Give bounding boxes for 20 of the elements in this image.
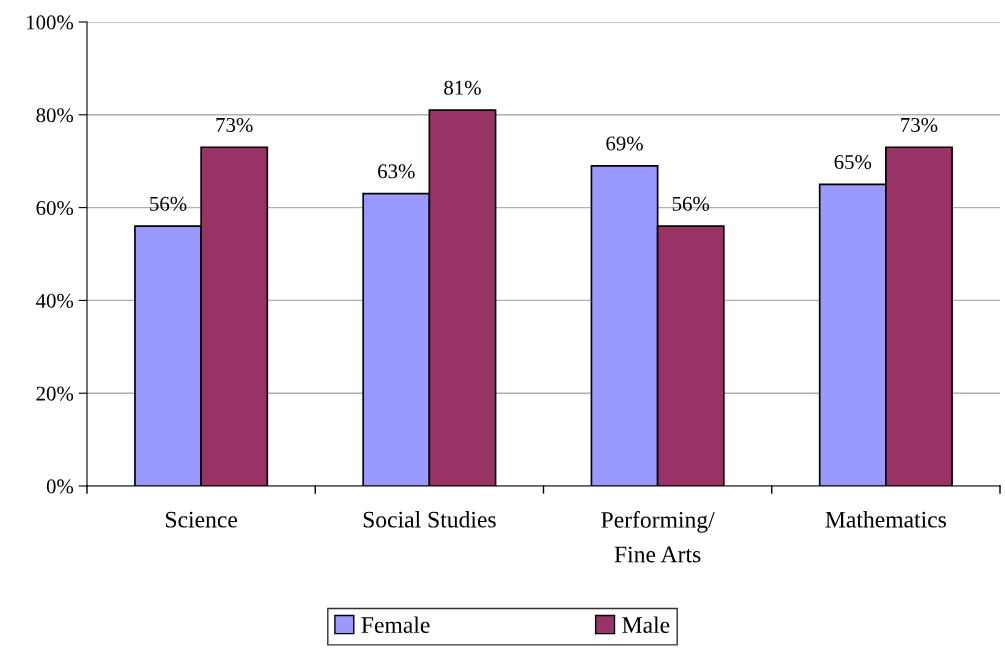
data-label: 63%: [378, 164, 415, 179]
data-label: 56%: [150, 196, 187, 211]
y-tick-label: 0%: [46, 479, 74, 494]
data-label: 65%: [834, 155, 872, 170]
x-tick-label: Social Studies: [363, 511, 496, 528]
x-tick-label: Science: [165, 511, 238, 528]
x-tick-label: Mathematics: [825, 511, 946, 528]
data-label: 56%: [672, 196, 710, 211]
legend-label: Female: [361, 616, 430, 634]
data-label: 73%: [216, 117, 253, 133]
y-tick-label: 100%: [27, 15, 74, 30]
data-label: 69%: [606, 136, 643, 151]
data-label: 81%: [444, 80, 481, 95]
data-label: 73%: [901, 117, 938, 133]
y-tick-label: 20%: [36, 386, 74, 401]
y-tick-label: 60%: [36, 200, 74, 216]
y-tick-label: 80%: [36, 108, 74, 123]
x-tick-label: Performing/ Fine Arts: [601, 511, 715, 563]
legend-label: Male: [622, 616, 670, 634]
y-tick-label: 40%: [36, 293, 74, 308]
